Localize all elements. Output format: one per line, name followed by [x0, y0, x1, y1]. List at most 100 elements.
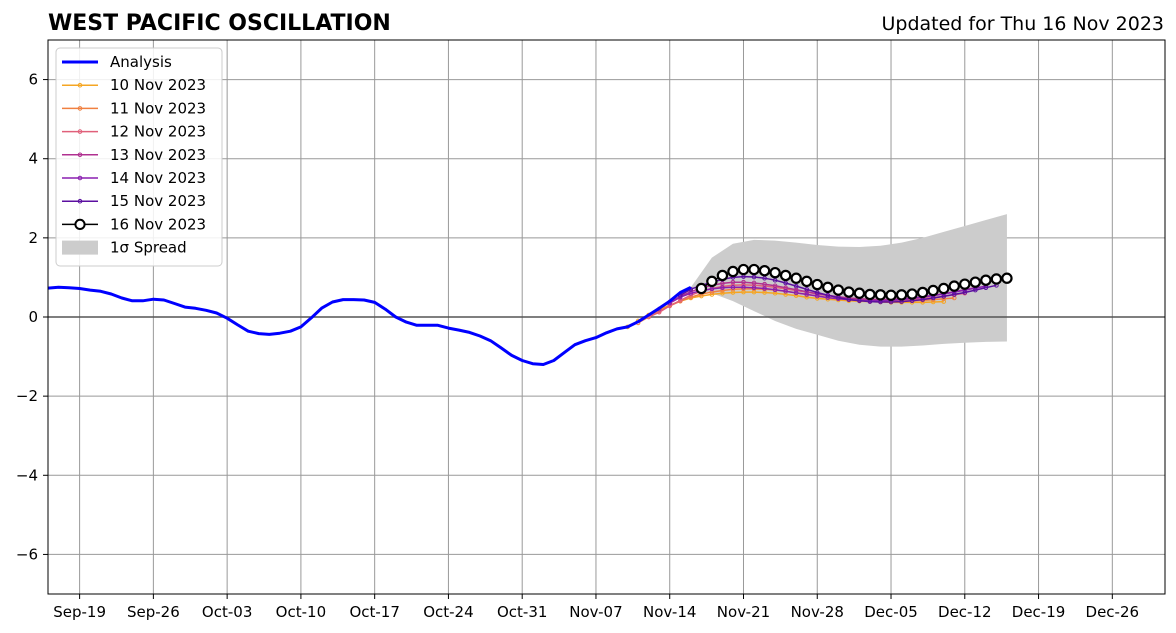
forecast-point	[793, 283, 799, 289]
forecast-marker	[938, 282, 950, 295]
forecast-point	[836, 295, 841, 300]
legend-label: 10 Nov 2023	[110, 76, 206, 94]
forecast-point	[730, 279, 736, 285]
forecast-point	[762, 286, 767, 291]
y-tick-label: −6	[16, 545, 38, 563]
forecast-marker	[906, 288, 918, 300]
forecast-marker	[895, 289, 908, 301]
legend-entry: 10 Nov 2023	[62, 76, 206, 94]
forecast-point	[793, 293, 799, 298]
forecast-marker	[927, 284, 939, 297]
legend-label: 14 Nov 2023	[110, 169, 206, 187]
forecast-point	[804, 292, 810, 297]
legend-marker	[77, 175, 83, 181]
x-tick-label: Nov-28	[791, 603, 844, 621]
x-tick-label: Nov-14	[643, 603, 696, 621]
y-tick-label: 6	[28, 71, 38, 89]
legend-entry: 16 Nov 2023	[62, 215, 206, 233]
y-tick-label: 0	[28, 308, 38, 326]
legend-box	[55, 47, 223, 267]
legend-entry: 1σ Spread	[62, 239, 187, 257]
legend-marker	[77, 198, 83, 204]
forecast-marker	[801, 275, 813, 288]
legend-label: 16 Nov 2023	[110, 215, 206, 233]
forecast-point	[720, 285, 725, 291]
legend-label: 1σ Spread	[110, 239, 187, 257]
series-15-nov-2023	[677, 274, 999, 305]
forecast-marker	[727, 265, 739, 278]
y-tick-label: −4	[16, 466, 38, 484]
forecast-point	[814, 290, 820, 295]
forecast-marker	[853, 287, 866, 299]
forecast-marker	[1001, 272, 1013, 284]
forecast-marker	[864, 288, 876, 301]
forecast-point	[751, 285, 757, 291]
forecast-marker	[969, 276, 982, 288]
forecast-point	[762, 275, 767, 281]
forecast-marker	[916, 286, 929, 299]
x-tick-label: Dec-19	[1012, 603, 1066, 621]
forecast-point	[973, 287, 978, 293]
spread-band-group	[690, 214, 1007, 347]
forecast-marker	[874, 289, 887, 301]
forecast-marker	[790, 272, 802, 284]
forecast-marker	[959, 278, 971, 290]
forecast-point	[804, 287, 810, 292]
analysis-line	[48, 285, 692, 366]
y-tick-label: −2	[16, 387, 38, 405]
forecast-point	[741, 285, 746, 290]
forecast-point	[751, 274, 757, 280]
x-tick-label: Oct-24	[423, 603, 473, 621]
forecast-point	[941, 299, 947, 304]
forecast-point	[804, 294, 810, 300]
forecast-marker	[811, 278, 823, 291]
forecast-point	[951, 292, 957, 297]
forecast-point	[772, 287, 778, 292]
x-tick-label: Dec-12	[938, 603, 992, 621]
forecast-point	[720, 290, 725, 296]
forecast-marker	[695, 282, 708, 295]
x-tick-label: Oct-17	[349, 603, 399, 621]
series-analysis	[48, 285, 692, 366]
x-tick-label: Sep-19	[53, 603, 106, 621]
series-group	[48, 263, 1013, 366]
legend-label: 11 Nov 2023	[110, 99, 206, 117]
legend-marker	[77, 152, 83, 158]
legend-entry: Analysis	[62, 53, 172, 71]
series-16-nov-2023	[695, 263, 1013, 301]
legend-label: 13 Nov 2023	[110, 146, 206, 164]
forecast-point	[857, 298, 862, 304]
legend-label: 12 Nov 2023	[110, 123, 206, 141]
legend-marker	[77, 106, 83, 111]
forecast-point	[730, 285, 736, 290]
forecast-marker	[843, 286, 855, 298]
forecast-marker	[990, 273, 1003, 285]
x-tick-label: Oct-03	[202, 603, 252, 621]
forecast-point	[783, 280, 788, 286]
legend-marker	[74, 218, 86, 230]
forecast-point	[751, 280, 757, 286]
y-tick-label: 2	[28, 229, 38, 247]
forecast-point	[783, 288, 788, 294]
forecast-point	[941, 294, 947, 299]
x-tick-label: Nov-21	[717, 603, 770, 621]
forecast-marker	[706, 275, 718, 288]
forecast-marker	[822, 281, 834, 294]
forecast-marker	[980, 274, 992, 286]
forecast-point	[677, 294, 683, 300]
legend-entry: 11 Nov 2023	[62, 99, 206, 117]
x-tick-label: Oct-10	[276, 603, 326, 621]
forecast-marker	[948, 280, 960, 292]
forecast-point	[983, 285, 989, 291]
forecast-point	[709, 286, 715, 292]
legend-entry: 13 Nov 2023	[62, 146, 206, 164]
x-tick-label: Dec-26	[1086, 603, 1140, 621]
forecast-marker	[758, 265, 771, 277]
forecast-point	[930, 295, 936, 301]
forecast-point	[762, 281, 767, 287]
x-axis-ticks: Sep-19 Sep-26 Oct-03 Oct-10 Oct-17 Oct-24 Oct-…	[53, 594, 1139, 621]
forecast-marker	[716, 269, 729, 282]
forecast-point	[825, 292, 831, 298]
chart-title: WEST PACIFIC OSCILLATION	[48, 11, 391, 36]
